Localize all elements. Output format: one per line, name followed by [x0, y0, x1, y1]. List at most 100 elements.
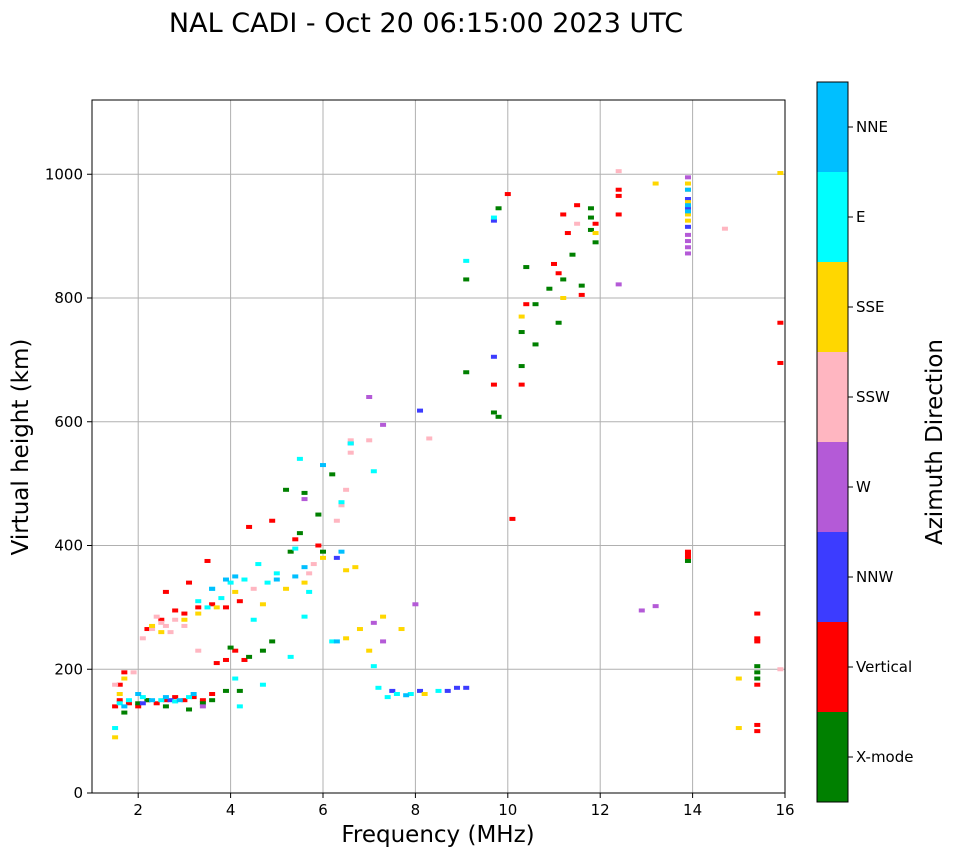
data-point [162, 704, 169, 709]
colorbar-segment [817, 532, 848, 622]
data-point [158, 630, 165, 635]
data-point [283, 487, 290, 492]
data-point [518, 364, 525, 369]
data-point [615, 193, 622, 198]
data-point [181, 611, 188, 616]
data-point [181, 617, 188, 622]
data-point [167, 698, 174, 703]
colorbar-segment [817, 352, 848, 442]
data-point [190, 692, 197, 696]
data-point [754, 722, 761, 727]
data-point [135, 692, 142, 696]
data-point [153, 701, 160, 706]
data-point [560, 296, 567, 300]
data-point [320, 549, 326, 554]
data-point [149, 623, 156, 628]
series-ssw [112, 169, 784, 687]
x-axis-label: Frequency (MHz) [341, 822, 534, 848]
data-point [638, 608, 645, 613]
data-point [292, 546, 299, 551]
data-point [490, 215, 497, 220]
data-point [269, 518, 276, 523]
x-tick-label: 4 [226, 801, 236, 819]
data-point [250, 617, 257, 622]
y-tick-label: 1000 [45, 165, 83, 183]
data-point [135, 701, 142, 706]
data-point [236, 688, 243, 693]
colorbar-segment [817, 712, 848, 802]
data-point [356, 627, 363, 632]
data-point [301, 565, 308, 570]
data-point [684, 203, 691, 208]
data-point [592, 240, 599, 245]
data-point [162, 695, 169, 700]
data-point [366, 438, 373, 443]
data-point [246, 524, 253, 529]
data-point [389, 688, 396, 693]
data-point [121, 710, 128, 715]
data-point [463, 277, 470, 282]
data-point [162, 698, 169, 703]
data-point [296, 456, 303, 461]
data-point [684, 218, 691, 223]
data-point [375, 685, 382, 690]
data-point [209, 602, 216, 607]
y-tick-label: 800 [54, 289, 83, 307]
data-point [578, 283, 585, 288]
data-point [190, 695, 197, 700]
data-point [343, 568, 350, 573]
data-point [310, 562, 317, 567]
data-point [352, 565, 359, 570]
y-tick-label: 400 [54, 537, 83, 555]
data-point [490, 354, 497, 359]
colorbar-tick-label: X-mode [856, 748, 913, 766]
colorbar-frame [816, 81, 849, 803]
data-point [144, 698, 151, 703]
data-point [444, 688, 451, 693]
data-point [125, 698, 132, 703]
data-point [162, 623, 169, 628]
data-point [259, 682, 266, 687]
plot-frame [91, 99, 786, 794]
data-point [684, 558, 691, 563]
data-point [343, 636, 350, 641]
data-point [112, 726, 119, 731]
data-point [301, 614, 308, 619]
data-point [139, 695, 146, 700]
data-point [167, 630, 174, 635]
data-point [587, 215, 594, 220]
data-point [144, 627, 151, 632]
x-tick-label: 2 [133, 801, 143, 819]
colorbar-segment [817, 622, 848, 712]
x-tick-label: 10 [498, 801, 517, 819]
data-point [232, 676, 239, 681]
data-point [199, 701, 206, 706]
data-point [186, 707, 193, 712]
y-axis-label: Virtual height (km) [8, 339, 34, 556]
data-point [777, 360, 784, 365]
colorbar: X-mode Vertical NNW W SSW SSE E NNE [817, 82, 913, 802]
colorbar-segment [817, 442, 848, 532]
data-point [684, 245, 691, 250]
data-point [578, 292, 585, 297]
data-point [273, 577, 280, 582]
data-point [181, 698, 188, 703]
data-point [652, 604, 659, 609]
data-point [222, 577, 229, 582]
data-point [592, 221, 599, 226]
data-point [329, 639, 336, 644]
data-point [490, 382, 497, 387]
data-point [227, 645, 234, 650]
colorbar-segment [817, 262, 848, 352]
data-point [684, 239, 691, 244]
data-point [366, 648, 373, 653]
data-point [777, 320, 784, 325]
data-point [587, 206, 594, 211]
data-point [269, 639, 276, 644]
colorbar-label: Azimuth Direction [922, 339, 948, 545]
data-point [195, 611, 202, 616]
data-point [777, 667, 784, 672]
data-point [112, 735, 119, 740]
colorbar-tick-label: SSW [856, 388, 890, 406]
data-point [523, 265, 530, 270]
